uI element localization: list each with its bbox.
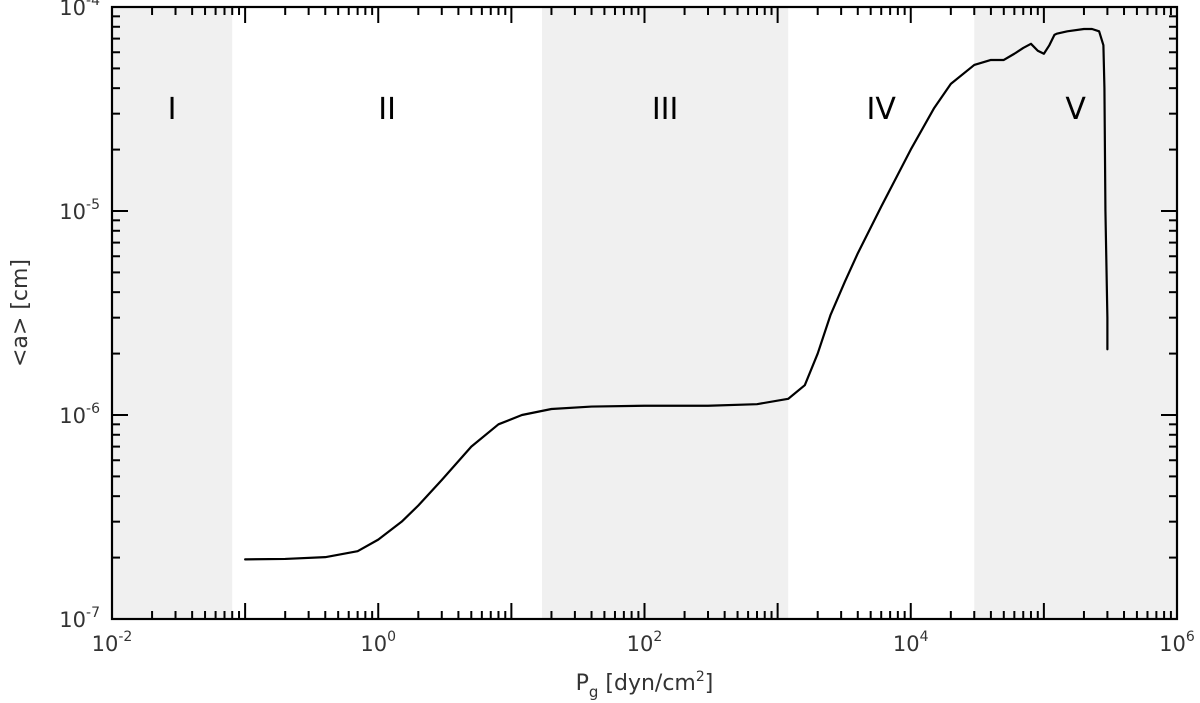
x-axis-title-end: ] — [705, 671, 714, 696]
y-tick-label-3: 10-4 — [59, 0, 100, 20]
y-tick-label-2: 10-5 — [59, 197, 100, 224]
y-tick-labels: 10-7 10-6 10-5 10-4 — [59, 0, 100, 632]
series-line — [244, 27, 1109, 561]
x-axis-title-sub: g — [589, 683, 599, 701]
region-band-5 — [974, 7, 1177, 619]
x-tick-label-2: 102 — [627, 629, 663, 656]
region-shading — [112, 7, 1177, 619]
x-tick-label-1: 100 — [360, 629, 396, 656]
axis-ticks — [111, 7, 1177, 620]
x-axis-title-rest: [dyn/cm — [598, 671, 695, 696]
region-labels: I II III IV V — [168, 92, 1087, 127]
region-band-3 — [542, 7, 789, 619]
plot-frame — [110, 5, 1179, 621]
y-tick-label-1: 10-6 — [59, 401, 100, 428]
x-axis-title: Pg [dyn/cm2] — [576, 669, 714, 701]
x-axis-title-main: P — [576, 671, 589, 696]
region-label-2: II — [378, 92, 396, 127]
x-tick-label-0: 10-2 — [92, 629, 133, 656]
region-label-4: IV — [867, 92, 897, 127]
x-tick-label-4: 106 — [1159, 629, 1195, 656]
region-label-5: V — [1065, 92, 1086, 127]
region-band-1 — [112, 7, 233, 619]
region-label-1: I — [168, 92, 177, 127]
y-tick-label-0: 10-7 — [59, 605, 100, 632]
region-label-3: III — [652, 92, 679, 127]
y-axis-title: <a> [cm] — [8, 259, 33, 367]
x-tick-labels: 10-2 100 102 104 106 — [92, 629, 1195, 656]
x-axis-title-sup: 2 — [696, 669, 705, 685]
x-tick-label-3: 104 — [893, 629, 929, 656]
